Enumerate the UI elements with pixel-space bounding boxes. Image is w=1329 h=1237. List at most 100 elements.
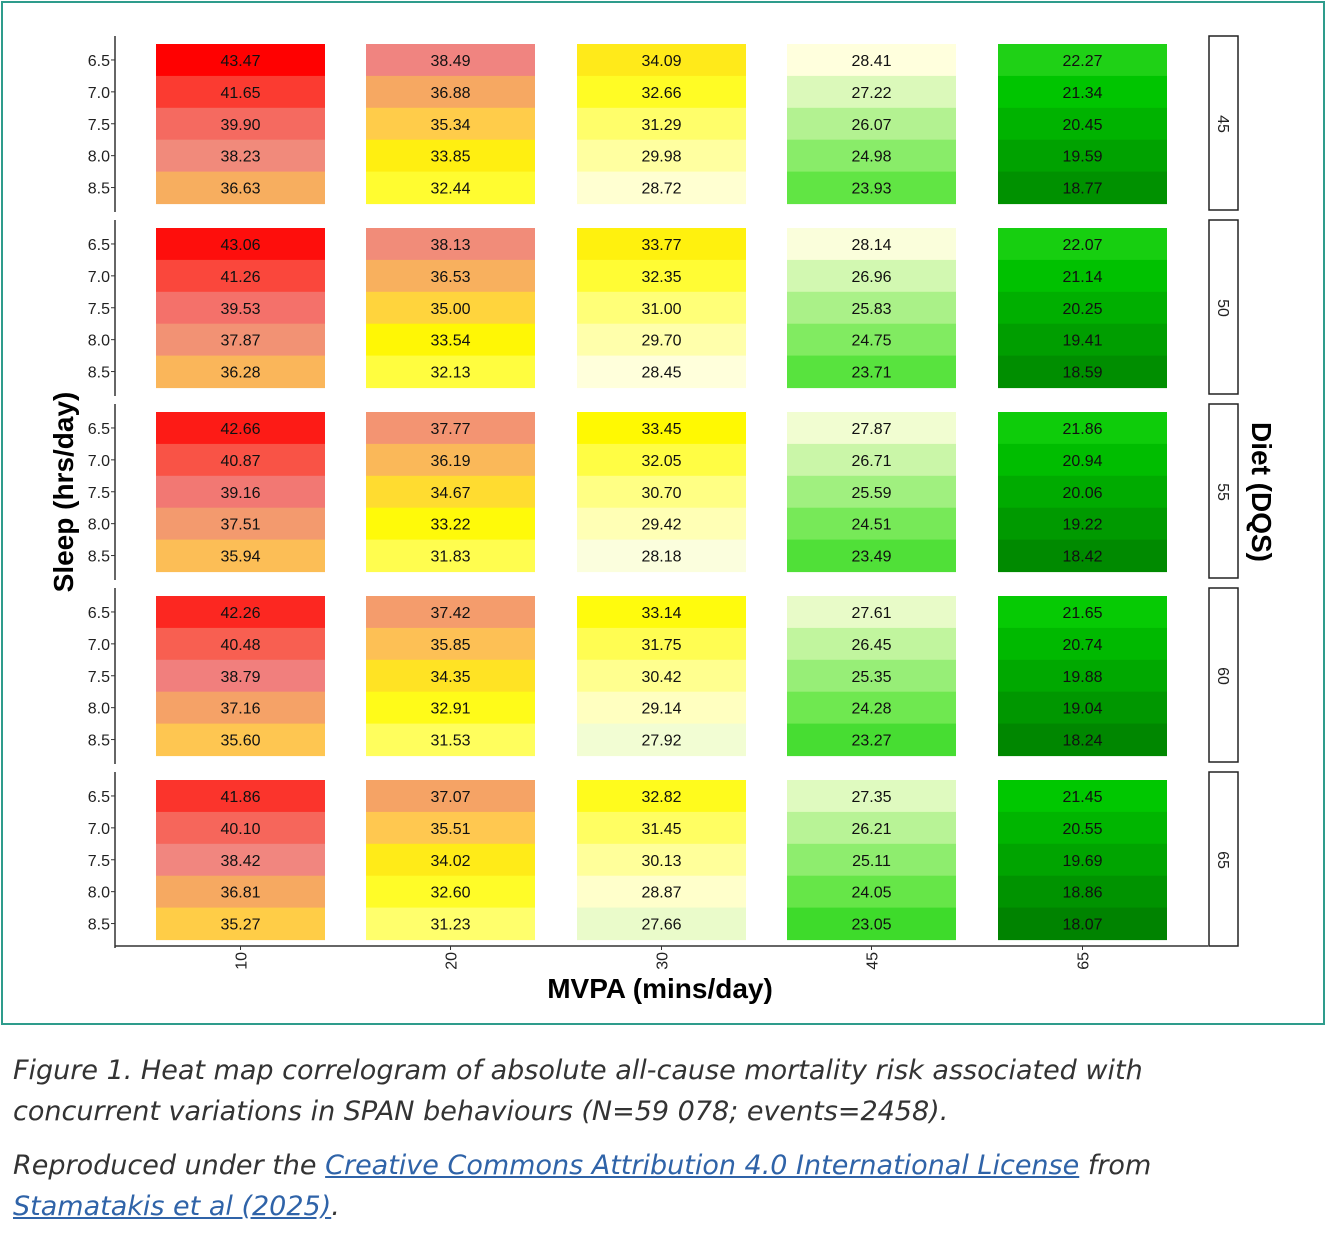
cell-value-label: 43.47 (220, 53, 260, 70)
cell-value-label: 36.53 (430, 269, 470, 286)
heatmap-cell (366, 780, 535, 813)
cell-value-label: 33.77 (641, 237, 681, 254)
cell-value-label: 26.21 (851, 821, 891, 838)
cell-value-label: 33.22 (430, 517, 470, 534)
heatmap-cell (998, 691, 1167, 725)
heatmap-cell (787, 107, 956, 141)
cell-value-label: 42.66 (220, 421, 260, 438)
heatmap-cell (156, 811, 325, 845)
y-tick-label: 7.0 (88, 637, 110, 654)
heatmap-cell (156, 171, 325, 205)
cell-value-label: 30.42 (641, 669, 681, 686)
cell-value-label: 29.70 (641, 333, 681, 350)
y-tick-label: 8.0 (88, 149, 110, 166)
cell-value-label: 35.94 (220, 549, 260, 566)
x-axis-title: MVPA (mins/day) (547, 973, 773, 1004)
facet-strip (1208, 219, 1239, 395)
cell-value-label: 31.45 (641, 821, 681, 838)
heatmap-cell (156, 596, 325, 629)
cell-value-label: 25.83 (851, 301, 891, 318)
heatmap-cell (998, 596, 1167, 629)
heatmap-cell (366, 355, 535, 389)
y-tick-label: 8.0 (88, 333, 110, 350)
heatmap-cell (787, 323, 956, 357)
heatmap-cell (787, 691, 956, 725)
heatmap-cell (787, 780, 956, 813)
cell-value-label: 43.06 (220, 237, 260, 254)
cell-value-label: 28.87 (641, 885, 681, 902)
heatmap-cell (577, 507, 746, 541)
cell-value-label: 28.14 (851, 237, 891, 254)
y-tick-label: 6.5 (88, 789, 110, 806)
heatmap-cell (156, 259, 325, 293)
cell-value-label: 39.90 (220, 117, 260, 134)
heatmap-cell (156, 659, 325, 693)
cell-value-label: 35.00 (430, 301, 470, 318)
heatmap-cell (577, 139, 746, 173)
heatmap-cell (366, 107, 535, 141)
facet-strip (1208, 771, 1239, 947)
heatmap-cell (366, 412, 535, 445)
cell-value-label: 30.70 (641, 485, 681, 502)
heatmap-cell (998, 291, 1167, 325)
heatmap-cell (366, 475, 535, 509)
cell-value-label: 23.49 (851, 549, 891, 566)
heatmap-cell (156, 443, 325, 477)
heatmap-cell (998, 811, 1167, 845)
cell-value-label: 18.24 (1062, 733, 1102, 750)
cell-value-label: 19.22 (1062, 517, 1102, 534)
caption-line-1: Figure 1. Heat map correlogram of absolu… (13, 1055, 1143, 1086)
cell-value-label: 19.69 (1062, 853, 1102, 870)
cell-value-label: 18.59 (1062, 365, 1102, 382)
y-tick-label: 6.5 (88, 605, 110, 622)
cell-value-label: 28.41 (851, 53, 891, 70)
heatmap-cell (366, 259, 535, 293)
cell-value-label: 25.35 (851, 669, 891, 686)
cell-value-label: 24.75 (851, 333, 891, 350)
cell-value-label: 34.35 (430, 669, 470, 686)
heatmap-cell (577, 259, 746, 293)
heatmap-cell (998, 539, 1167, 573)
cell-value-label: 22.27 (1062, 53, 1102, 70)
heatmap-cell (156, 139, 325, 173)
y-tick-label: 8.5 (88, 549, 110, 566)
y-tick-label: 8.5 (88, 733, 110, 750)
heatmap-cell (156, 843, 325, 877)
y-tick-label: 8.0 (88, 517, 110, 534)
license-link[interactable]: Creative Commons Attribution 4.0 Interna… (325, 1150, 1080, 1181)
cell-value-label: 37.16 (220, 701, 260, 718)
cell-value-label: 23.05 (851, 917, 891, 934)
figure-frame (1, 1, 1325, 1025)
cell-value-label: 20.45 (1062, 117, 1102, 134)
cell-value-label: 23.27 (851, 733, 891, 750)
heatmap-cell (998, 107, 1167, 141)
heatmap-cell (998, 627, 1167, 661)
cell-value-label: 37.07 (430, 789, 470, 806)
heatmap-cell (156, 44, 325, 77)
cell-value-label: 40.48 (220, 637, 260, 654)
heatmap-cell (366, 539, 535, 573)
heatmap-cell (577, 723, 746, 757)
cell-value-label: 27.61 (851, 605, 891, 622)
cell-value-label: 31.00 (641, 301, 681, 318)
cell-value-label: 32.13 (430, 365, 470, 382)
cell-value-label: 23.93 (851, 181, 891, 198)
credit-text: Reproduced under the Creative Commons At… (13, 1145, 1313, 1227)
heatmap-cell (787, 907, 956, 941)
cell-value-label: 33.85 (430, 149, 470, 166)
cell-value-label: 25.11 (852, 853, 891, 870)
heatmap-cell (787, 259, 956, 293)
heatmap-cell (366, 228, 535, 261)
cell-value-label: 23.71 (851, 365, 891, 382)
heatmap-cell (156, 723, 325, 757)
heatmap-cell (787, 44, 956, 77)
cell-value-label: 35.60 (220, 733, 260, 750)
facet-strip (1208, 587, 1239, 763)
cell-value-label: 20.25 (1062, 301, 1102, 318)
cell-value-label: 18.86 (1062, 885, 1102, 902)
source-link[interactable]: Stamatakis et al (2025) (13, 1191, 332, 1222)
x-tick-label: 10 (234, 952, 251, 970)
facet-label: 55 (1214, 483, 1231, 501)
y-tick-label: 6.5 (88, 421, 110, 438)
cell-value-label: 27.66 (641, 917, 681, 934)
